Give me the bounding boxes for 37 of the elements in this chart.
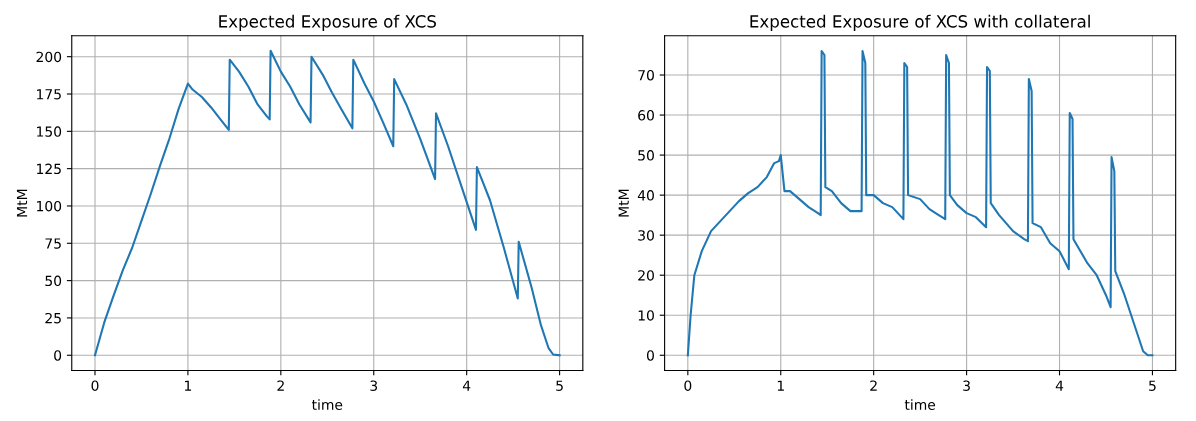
- y-tick-label: 125: [37, 163, 61, 175]
- y-axis-title: MtM: [618, 189, 629, 217]
- x-tick-label: 1: [185, 380, 192, 391]
- y-tick-label: 60: [638, 110, 654, 121]
- y-tick-label: 25: [45, 312, 61, 324]
- x-axis-title: time: [904, 399, 936, 410]
- chart-title: Expected Exposure of XCS: [219, 14, 437, 31]
- line-series: [93, 49, 561, 357]
- y-axis-title: MtM: [16, 189, 28, 217]
- x-tick-label: 0: [91, 380, 99, 391]
- x-tick-label: 2: [870, 380, 877, 391]
- y-tick-label: 20: [638, 270, 654, 281]
- y-tick-label: 150: [37, 126, 62, 137]
- y-tick-label: 0: [646, 350, 654, 361]
- y-tick-label: 70: [638, 69, 654, 81]
- x-tick-label: 1: [777, 380, 784, 391]
- x-axis-title: time: [311, 399, 343, 410]
- y-tick-label: 0: [54, 350, 62, 361]
- y-tick-label: 50: [45, 275, 62, 287]
- y-tick-label: 75: [45, 238, 61, 249]
- y-tick-label: 175: [37, 89, 61, 100]
- y-tick-label: 30: [638, 230, 654, 241]
- y-tick-label: 50: [638, 150, 654, 161]
- line-series: [686, 49, 1154, 357]
- x-tick-label: 2: [277, 380, 284, 391]
- y-tick-label: 200: [36, 51, 62, 63]
- x-tick-label: 4: [462, 380, 471, 391]
- x-tick-label: 0: [684, 380, 692, 391]
- x-tick-label: 3: [963, 380, 970, 391]
- y-tick-label: 40: [637, 190, 654, 201]
- x-tick-label: 4: [1055, 380, 1064, 391]
- chart-title: Expected Exposure of XCS with collateral: [750, 14, 1090, 31]
- x-tick-label: 5: [556, 380, 563, 391]
- x-tick-label: 5: [1149, 380, 1156, 391]
- y-tick-label: 100: [37, 200, 62, 212]
- x-tick-label: 3: [370, 380, 378, 391]
- y-tick-label: 10: [638, 310, 654, 321]
